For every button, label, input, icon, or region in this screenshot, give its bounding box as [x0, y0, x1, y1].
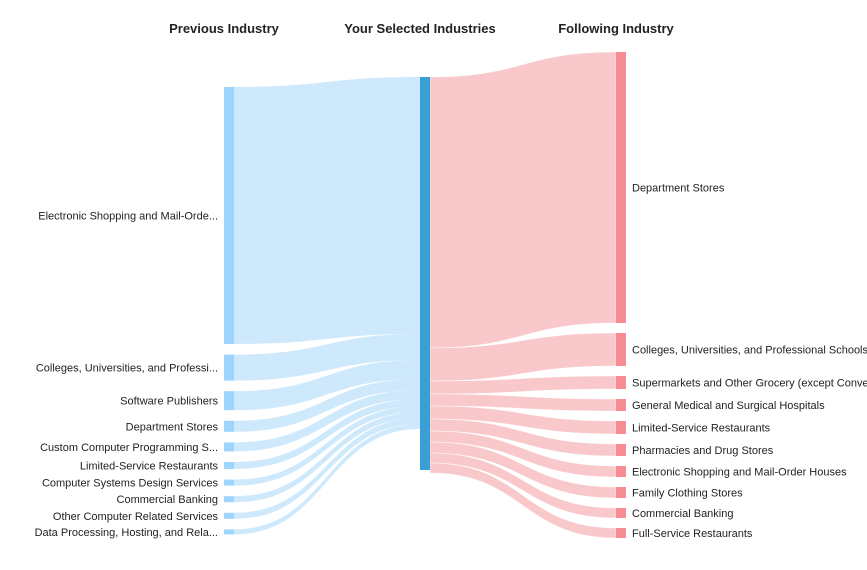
- label-previous-0: Electronic Shopping and Mail-Orde...: [38, 211, 218, 223]
- label-previous-5: Limited-Service Restaurants: [80, 461, 219, 473]
- link-previous-4: [234, 390, 420, 452]
- node-following-0: [616, 52, 626, 323]
- label-following-4: Limited-Service Restaurants: [632, 423, 771, 435]
- link-previous-1: [234, 334, 420, 381]
- node-previous-4: [224, 442, 234, 452]
- node-following-2: [616, 376, 626, 389]
- label-previous-3: Department Stores: [126, 421, 219, 433]
- node-following-1: [616, 333, 626, 366]
- label-following-9: Full-Service Restaurants: [632, 528, 753, 540]
- label-following-5: Pharmacies and Drug Stores: [632, 445, 774, 457]
- node-previous-9: [224, 529, 234, 535]
- label-previous-1: Colleges, Universities, and Professi...: [36, 363, 218, 375]
- node-previous-3: [224, 420, 234, 432]
- header-previous-industry: Previous Industry: [169, 21, 279, 36]
- link-previous-9: [234, 424, 420, 535]
- node-following-5: [616, 444, 626, 456]
- label-following-2: Supermarkets and Other Grocery (except C…: [632, 378, 867, 390]
- label-previous-9: Data Processing, Hosting, and Rela...: [35, 527, 218, 539]
- node-previous-6: [224, 479, 234, 486]
- label-following-7: Family Clothing Stores: [632, 488, 743, 500]
- node-previous-5: [224, 462, 234, 469]
- link-previous-0: [234, 77, 420, 344]
- node-previous-1: [224, 354, 234, 381]
- link-previous-2: [234, 360, 420, 411]
- link-previous-5: [234, 399, 420, 469]
- label-following-6: Electronic Shopping and Mail-Order House…: [632, 467, 847, 479]
- label-following-1: Colleges, Universities, and Professional…: [632, 345, 867, 357]
- header-selected-industries: Your Selected Industries: [344, 21, 496, 36]
- link-following-0: [429, 51, 617, 349]
- link-previous-3: [234, 379, 420, 432]
- label-following-3: General Medical and Surgical Hospitals: [632, 400, 825, 412]
- label-previous-6: Computer Systems Design Services: [42, 478, 219, 490]
- header-following-industry: Following Industry: [558, 21, 674, 36]
- node-previous-0: [224, 87, 234, 344]
- node-previous-8: [224, 512, 234, 519]
- node-following-4: [616, 421, 626, 434]
- label-following-8: Commercial Banking: [632, 508, 733, 520]
- link-previous-8: [234, 418, 420, 519]
- node-following-6: [616, 466, 626, 477]
- node-previous-7: [224, 496, 234, 503]
- label-previous-7: Commercial Banking: [117, 494, 218, 506]
- label-following-0: Department Stores: [632, 183, 725, 195]
- label-previous-8: Other Computer Related Services: [53, 511, 219, 523]
- node-following-3: [616, 399, 626, 411]
- link-previous-6: [234, 406, 420, 486]
- node-previous-2: [224, 391, 234, 411]
- label-previous-2: Software Publishers: [120, 396, 218, 408]
- node-selected-industries: [420, 77, 430, 470]
- node-following-7: [616, 487, 626, 498]
- label-previous-4: Custom Computer Programming S...: [40, 442, 218, 454]
- node-following-9: [616, 528, 626, 538]
- link-previous-7: [234, 412, 420, 503]
- node-following-8: [616, 508, 626, 518]
